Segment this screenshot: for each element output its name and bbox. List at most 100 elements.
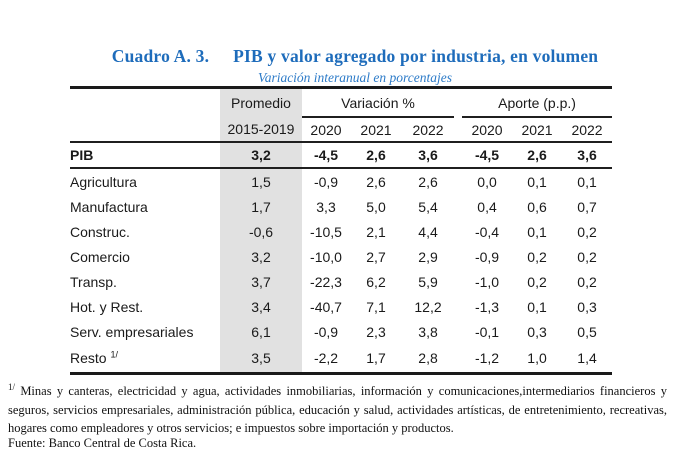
value-cell: 3,2 <box>220 244 302 269</box>
value-cell: 2,6 <box>512 142 563 169</box>
year-header: 2020 <box>302 117 350 143</box>
promedio-header: Promedio <box>220 87 302 117</box>
year-header: 2020 <box>462 117 513 143</box>
row-label: Construc. <box>70 223 130 240</box>
value-cell: 6,1 <box>220 319 302 344</box>
value-cell: 5,4 <box>418 198 438 215</box>
group-gap <box>454 294 462 319</box>
value-cell: 0,2 <box>577 248 597 265</box>
row-label: Resto 1/ <box>70 349 118 366</box>
value-cell: 5,9 <box>418 273 438 290</box>
value-cell: 3,2 <box>220 142 302 169</box>
value-cell: -40,7 <box>310 298 342 315</box>
group-gap <box>454 142 463 169</box>
value-cell: 0,2 <box>577 273 597 290</box>
group-gap <box>454 117 463 143</box>
value-cell: 0,1 <box>577 173 597 190</box>
value-cell: 2,6 <box>366 173 386 190</box>
value-cell: -0,9 <box>313 323 339 340</box>
value-cell: -0,9 <box>313 173 339 190</box>
value-cell: -1,3 <box>474 298 500 315</box>
group-gap <box>454 88 462 118</box>
group-gap <box>454 244 462 269</box>
year-header: 2021 <box>350 117 402 143</box>
empty-header-cell <box>70 117 220 143</box>
footnote-text: Minas y canteras, electricidad y agua, a… <box>8 384 667 436</box>
value-cell: 0,1 <box>527 223 547 240</box>
group-gap <box>454 168 462 194</box>
row-label: Manufactura <box>70 198 148 215</box>
value-cell: 0,6 <box>527 198 547 215</box>
table-row-agricultura: Agricultura 1,5 -0,9 2,6 2,6 0,0 0,1 0,1 <box>70 168 612 194</box>
value-cell: 0,3 <box>527 323 547 340</box>
value-cell: 3,8 <box>418 323 438 340</box>
footnote-ref: 1/ <box>8 382 16 392</box>
value-cell: -1,2 <box>474 350 500 366</box>
value-cell: 0,1 <box>527 298 547 315</box>
table-row-transp: Transp. 3,7 -22,3 6,2 5,9 -1,0 0,2 0,2 <box>70 269 612 294</box>
value-cell: -0,4 <box>474 223 500 240</box>
table-row-pib: PIB 3,2 -4,5 2,6 3,6 -4,5 2,6 3,6 <box>70 142 613 169</box>
value-cell: 1,7 <box>220 194 302 219</box>
value-cell: 0,7 <box>577 198 597 215</box>
value-cell: -2,2 <box>313 350 339 366</box>
row-label: PIB <box>70 142 220 169</box>
value-cell: -0,6 <box>220 219 302 244</box>
footnote: 1/ Minas y canteras, electricidad y agua… <box>8 378 667 438</box>
row-label: Hot. y Rest. <box>70 298 144 315</box>
table-row-resto: Resto 1/ 3,5 -2,2 1,7 2,8 -1,2 1,0 1,4 <box>70 344 612 374</box>
aporte-group-header: Aporte (p.p.) <box>462 87 613 118</box>
table-row-hot-y-rest: Hot. y Rest. 3,4 -40,7 7,1 12,2 -1,3 0,1… <box>70 294 612 319</box>
table-subtitle: Variación interanual en porcentajes <box>257 70 453 85</box>
value-cell: 3,7 <box>220 269 302 294</box>
value-cell: 1,4 <box>577 350 597 366</box>
header-year-row: 2015-2019 2020 2021 2022 2020 2021 2022 <box>70 117 613 143</box>
table-row-manufactura: Manufactura 1,7 3,3 5,0 5,4 0,4 0,6 0,7 <box>70 194 612 219</box>
value-cell: -4,5 <box>462 142 513 169</box>
value-cell: -0,9 <box>474 248 500 265</box>
group-gap <box>454 319 462 344</box>
value-cell: 0,5 <box>577 323 597 340</box>
value-cell: 0,2 <box>527 248 547 265</box>
group-gap <box>454 269 462 294</box>
table-title: Cuadro A. 3. PIB y valor agregado por in… <box>0 46 674 67</box>
value-cell: 0,3 <box>577 298 597 315</box>
table-number: Cuadro A. 3. <box>111 46 210 66</box>
value-cell: -4,5 <box>302 142 350 169</box>
group-gap <box>454 344 462 374</box>
value-cell: 3,6 <box>562 142 613 169</box>
value-cell: -0,1 <box>474 323 500 340</box>
value-cell: 1,5 <box>220 168 302 194</box>
value-cell: 0,2 <box>527 273 547 290</box>
value-cell: -10,0 <box>310 248 342 265</box>
year-header: 2022 <box>562 117 613 143</box>
promedio-period-header: 2015-2019 <box>220 117 302 143</box>
table-row-construc: Construc. -0,6 -10,5 2,1 4,4 -0,4 0,1 0,… <box>70 219 612 244</box>
value-cell: 6,2 <box>366 273 386 290</box>
value-cell: 2,3 <box>366 323 386 340</box>
footnote-marker: 1/ <box>110 349 118 360</box>
row-label: Comercio <box>70 248 130 265</box>
value-cell: 2,8 <box>418 350 438 366</box>
value-cell: 2,6 <box>350 142 402 169</box>
value-cell: 4,4 <box>418 223 438 240</box>
value-cell: 3,6 <box>402 142 455 169</box>
table-title-text: PIB y valor agregado por industria, en v… <box>233 46 599 66</box>
table-row-serv-empresariales: Serv. empresariales 6,1 -0,9 2,3 3,8 -0,… <box>70 319 612 344</box>
value-cell: 0,2 <box>577 223 597 240</box>
value-cell: 2,1 <box>366 223 386 240</box>
pib-industry-table: Promedio Variación % Aporte (p.p.) 2015-… <box>70 86 613 375</box>
value-cell: 0,0 <box>477 173 497 190</box>
group-gap <box>454 194 462 219</box>
value-cell: 3,4 <box>220 294 302 319</box>
group-gap <box>454 219 462 244</box>
table-row-comercio: Comercio 3,2 -10,0 2,7 2,9 -0,9 0,2 0,2 <box>70 244 612 269</box>
header-group-row: Promedio Variación % Aporte (p.p.) <box>70 87 613 118</box>
year-header: 2022 <box>402 117 455 143</box>
empty-header-cell <box>70 88 220 118</box>
row-label: Transp. <box>70 273 117 290</box>
year-header: 2021 <box>512 117 563 143</box>
variacion-group-header: Variación % <box>302 87 455 118</box>
value-cell: -1,0 <box>474 273 500 290</box>
value-cell: 0,4 <box>477 198 497 215</box>
